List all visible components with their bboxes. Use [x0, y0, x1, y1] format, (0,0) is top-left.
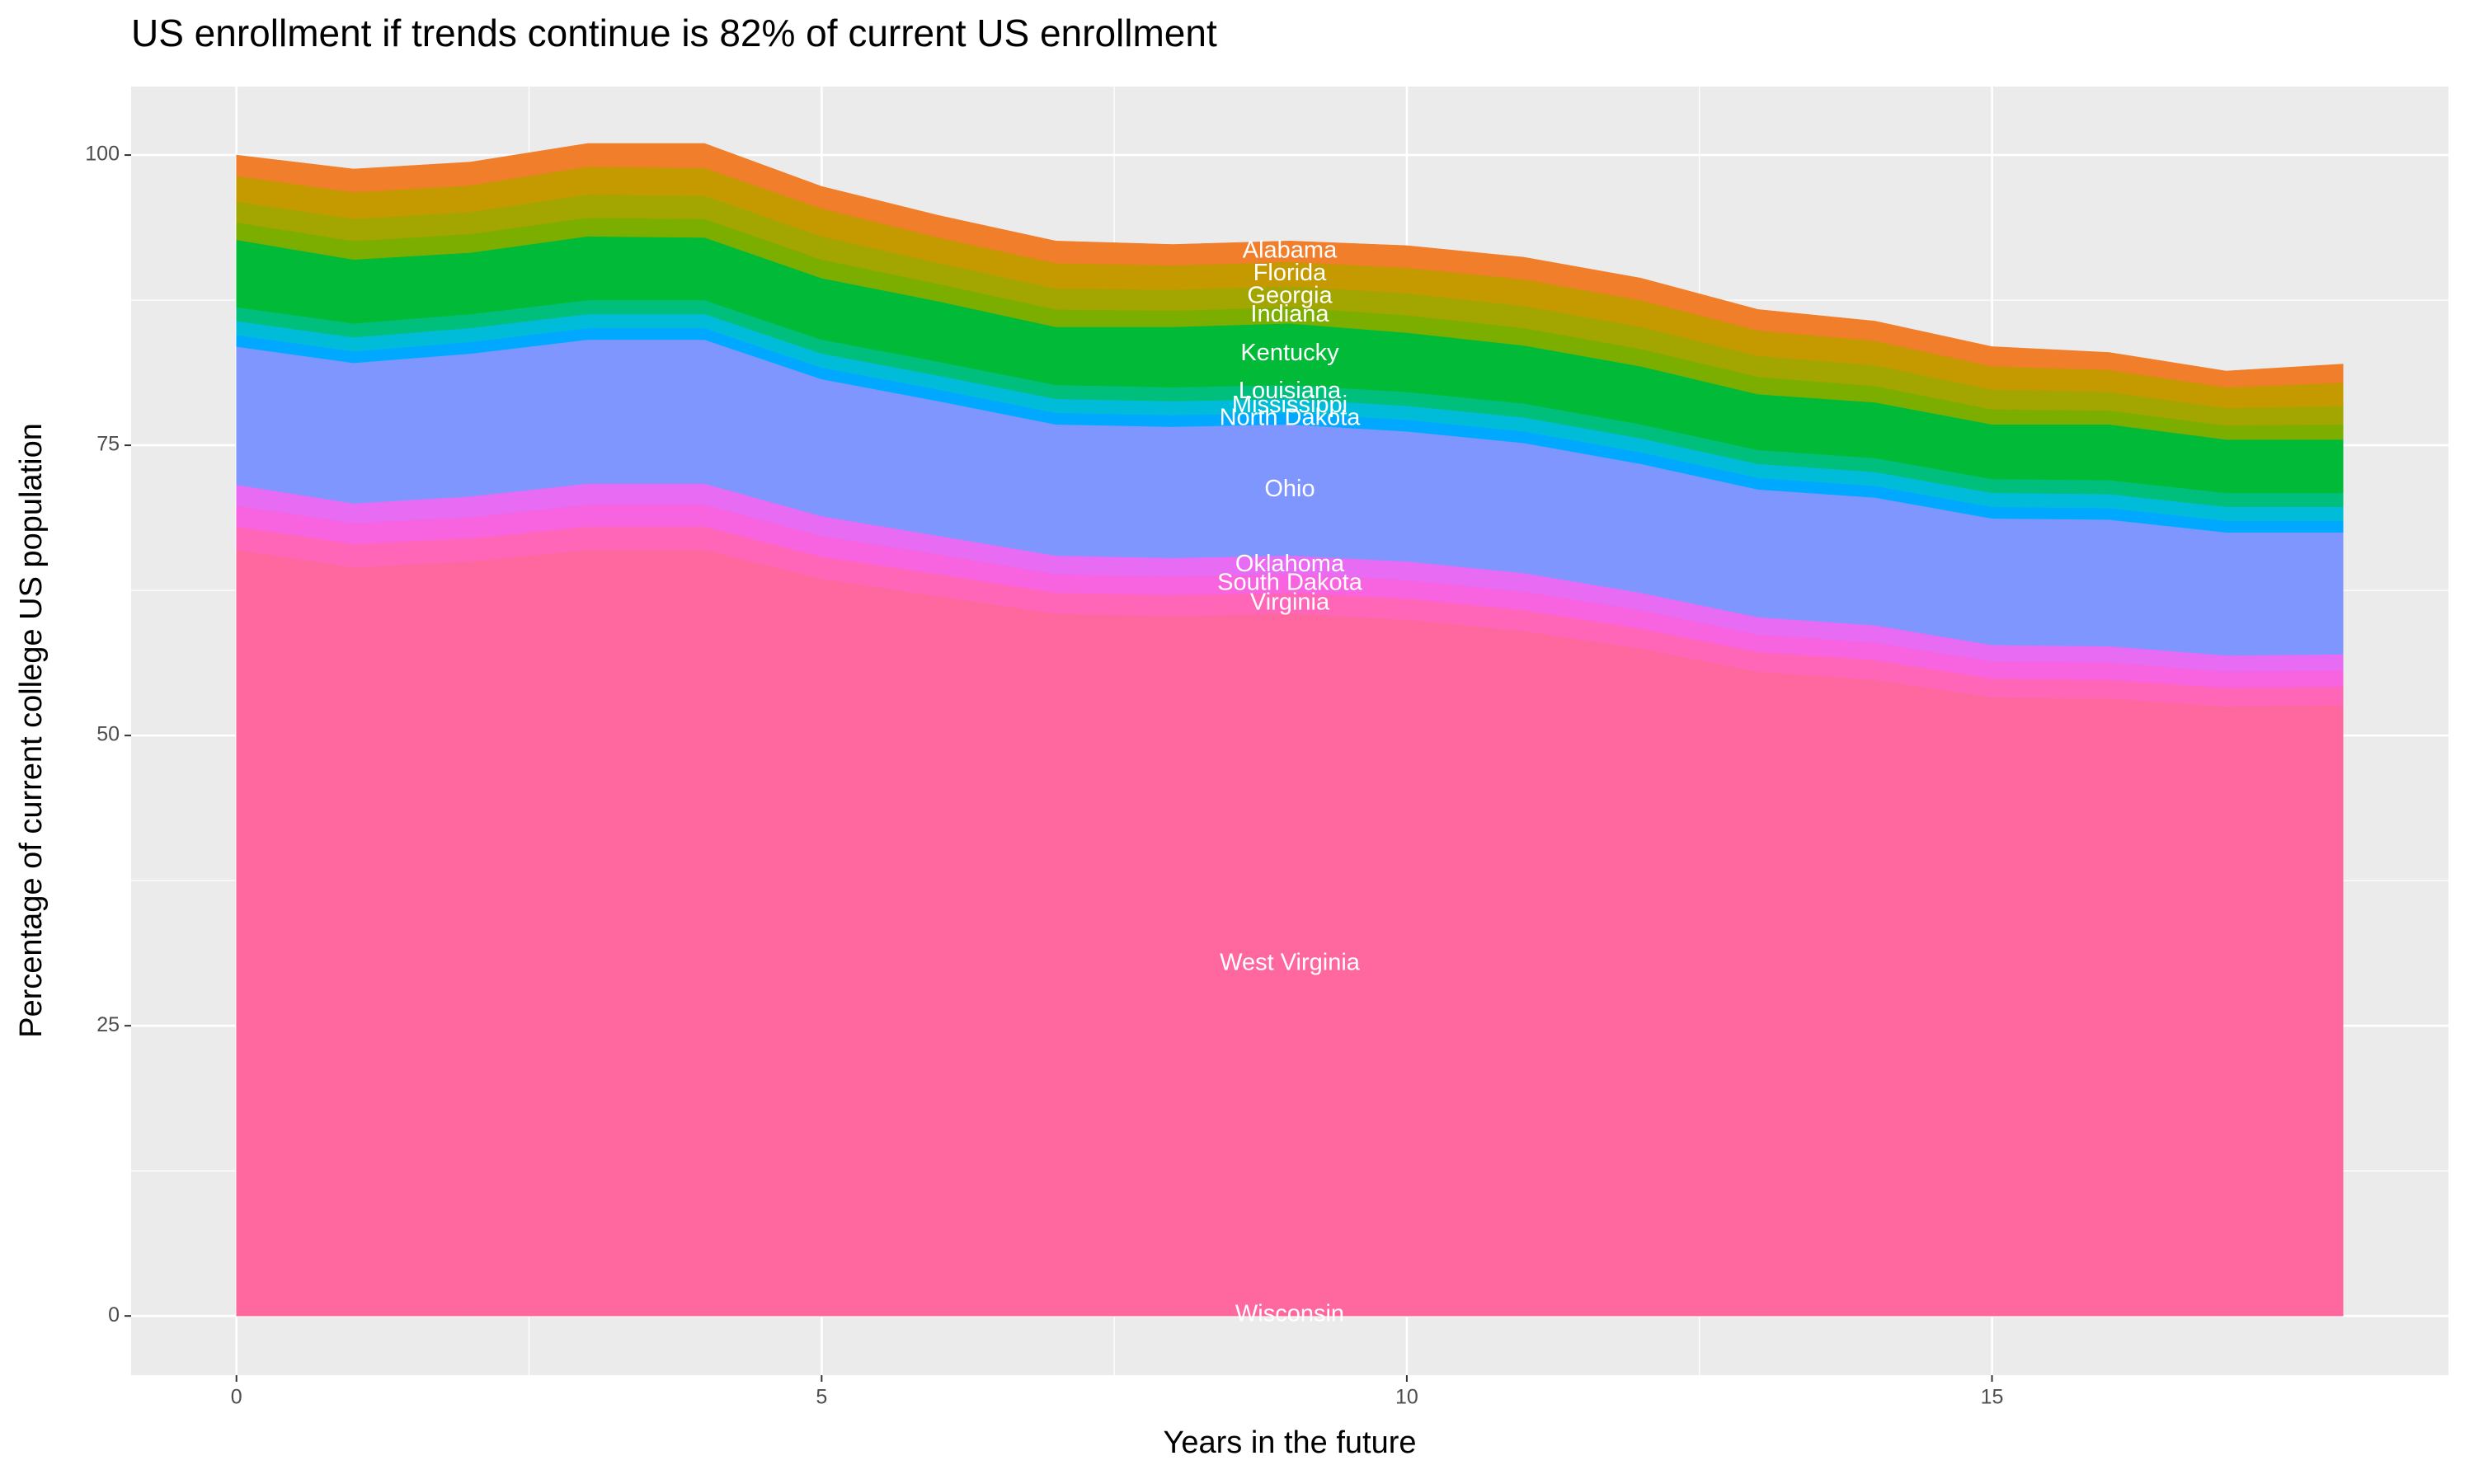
- series-label: Florida: [1253, 260, 1328, 286]
- y-axis-title: Percentage of current college US populat…: [14, 423, 49, 1038]
- series-label: Louisiana: [1239, 378, 1342, 404]
- y-tick-label: 0: [108, 1303, 120, 1327]
- series-label: Alabama: [1243, 237, 1338, 264]
- series-label: Oklahoma: [1235, 551, 1345, 577]
- axes: 0 25 50 75 100 0 5 10 15: [85, 143, 2003, 1409]
- x-axis-title: Years in the future: [1163, 1425, 1416, 1460]
- series-label: North Dakota: [1220, 404, 1362, 430]
- y-tick-label: 50: [96, 723, 120, 746]
- area: [236, 143, 2344, 387]
- y-tick-label: 100: [85, 143, 120, 166]
- y-tick-label: 25: [96, 1013, 120, 1036]
- x-tick-label: 10: [1395, 1386, 1418, 1409]
- series-label: Indiana: [1250, 301, 1329, 327]
- series-label: Ohio: [1264, 476, 1315, 502]
- series-label: Georgia: [1247, 283, 1333, 309]
- areas: [236, 143, 2344, 1317]
- series-label: South Dakota: [1217, 569, 1363, 595]
- series-label: Mississippi: [1232, 392, 1348, 418]
- series-label: Kentucky: [1240, 340, 1339, 366]
- y-tick-label: 75: [96, 433, 120, 456]
- x-tick-label: 15: [1981, 1386, 2004, 1409]
- series-label: Virginia: [1250, 589, 1330, 615]
- series-label: West Virginia: [1220, 949, 1361, 975]
- series-label: Wisconsin: [1235, 1300, 1344, 1327]
- x-tick-label: 0: [231, 1386, 242, 1409]
- x-tick-label: 5: [816, 1386, 827, 1409]
- chart-title: US enrollment if trends continue is 82% …: [131, 12, 1217, 54]
